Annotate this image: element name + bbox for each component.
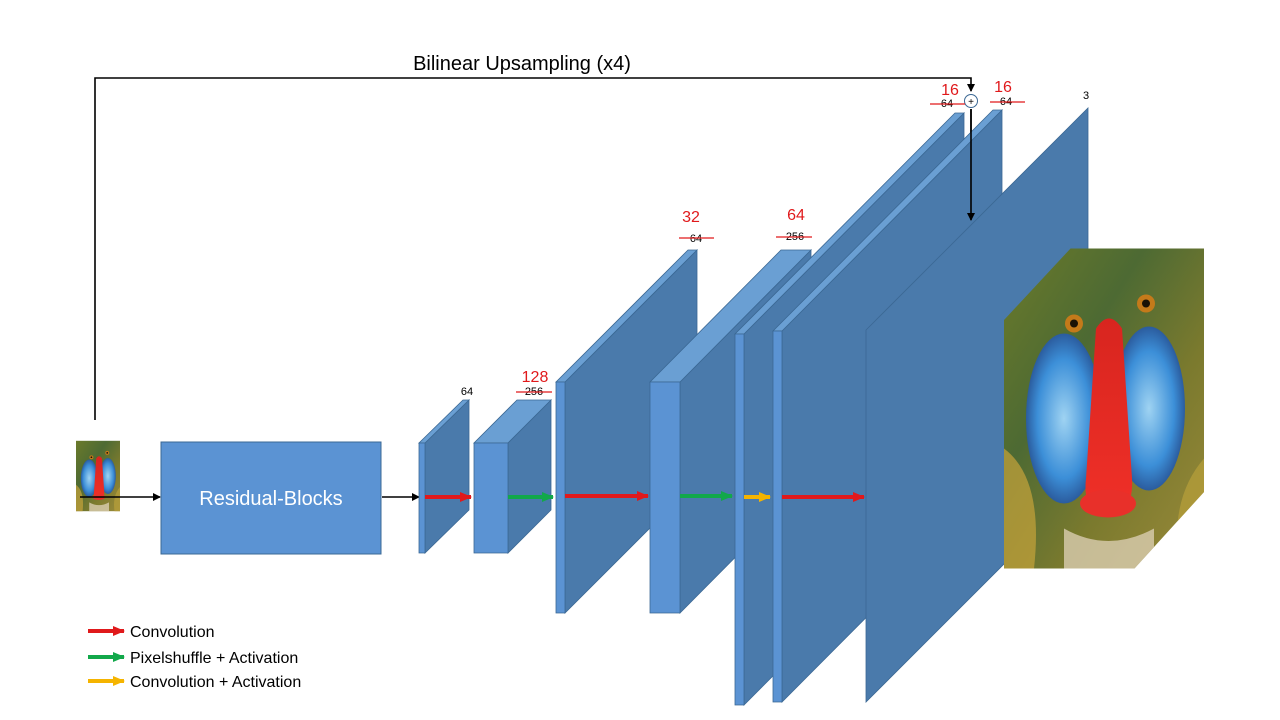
feature-map-1 [418,399,470,554]
input-image [76,440,120,512]
channels-label-7: 3 [1083,90,1089,102]
residual-blocks-box: Residual-Blocks [160,441,382,555]
channels-new-5: 16 [941,82,959,99]
channels-new-3: 32 [682,209,700,226]
output-image [1004,248,1204,569]
legend-label-convolution: Convolution [130,624,215,641]
skip-connection-label: Bilinear Upsampling (x4) [413,53,631,75]
legend-item-conv-activation: Convolution + Activation [88,674,301,691]
channels-label-1: 64 [461,386,473,398]
legend-item-convolution: Convolution [88,624,215,641]
legend-label-conv-activation: Convolution + Activation [130,674,301,691]
input-image-mandrill [76,440,120,512]
channels-new-4: 64 [787,207,805,224]
legend-label-pixelshuffle: Pixelshuffle + Activation [130,650,298,667]
channels-old-3: 64 [690,233,702,245]
legend: Convolution Pixelshuffle + Activation Co… [88,624,301,691]
channels-new-6: 16 [994,79,1012,96]
output-image-mandrill [1004,248,1204,569]
sum-node: + [964,94,978,108]
feature-map-2 [473,399,552,554]
sum-symbol: + [968,97,974,108]
channels-new-2: 128 [522,369,549,386]
feature-map-3 [555,249,698,614]
legend-item-pixelshuffle: Pixelshuffle + Activation [88,650,298,667]
residual-blocks-label: Residual-Blocks [199,488,342,510]
